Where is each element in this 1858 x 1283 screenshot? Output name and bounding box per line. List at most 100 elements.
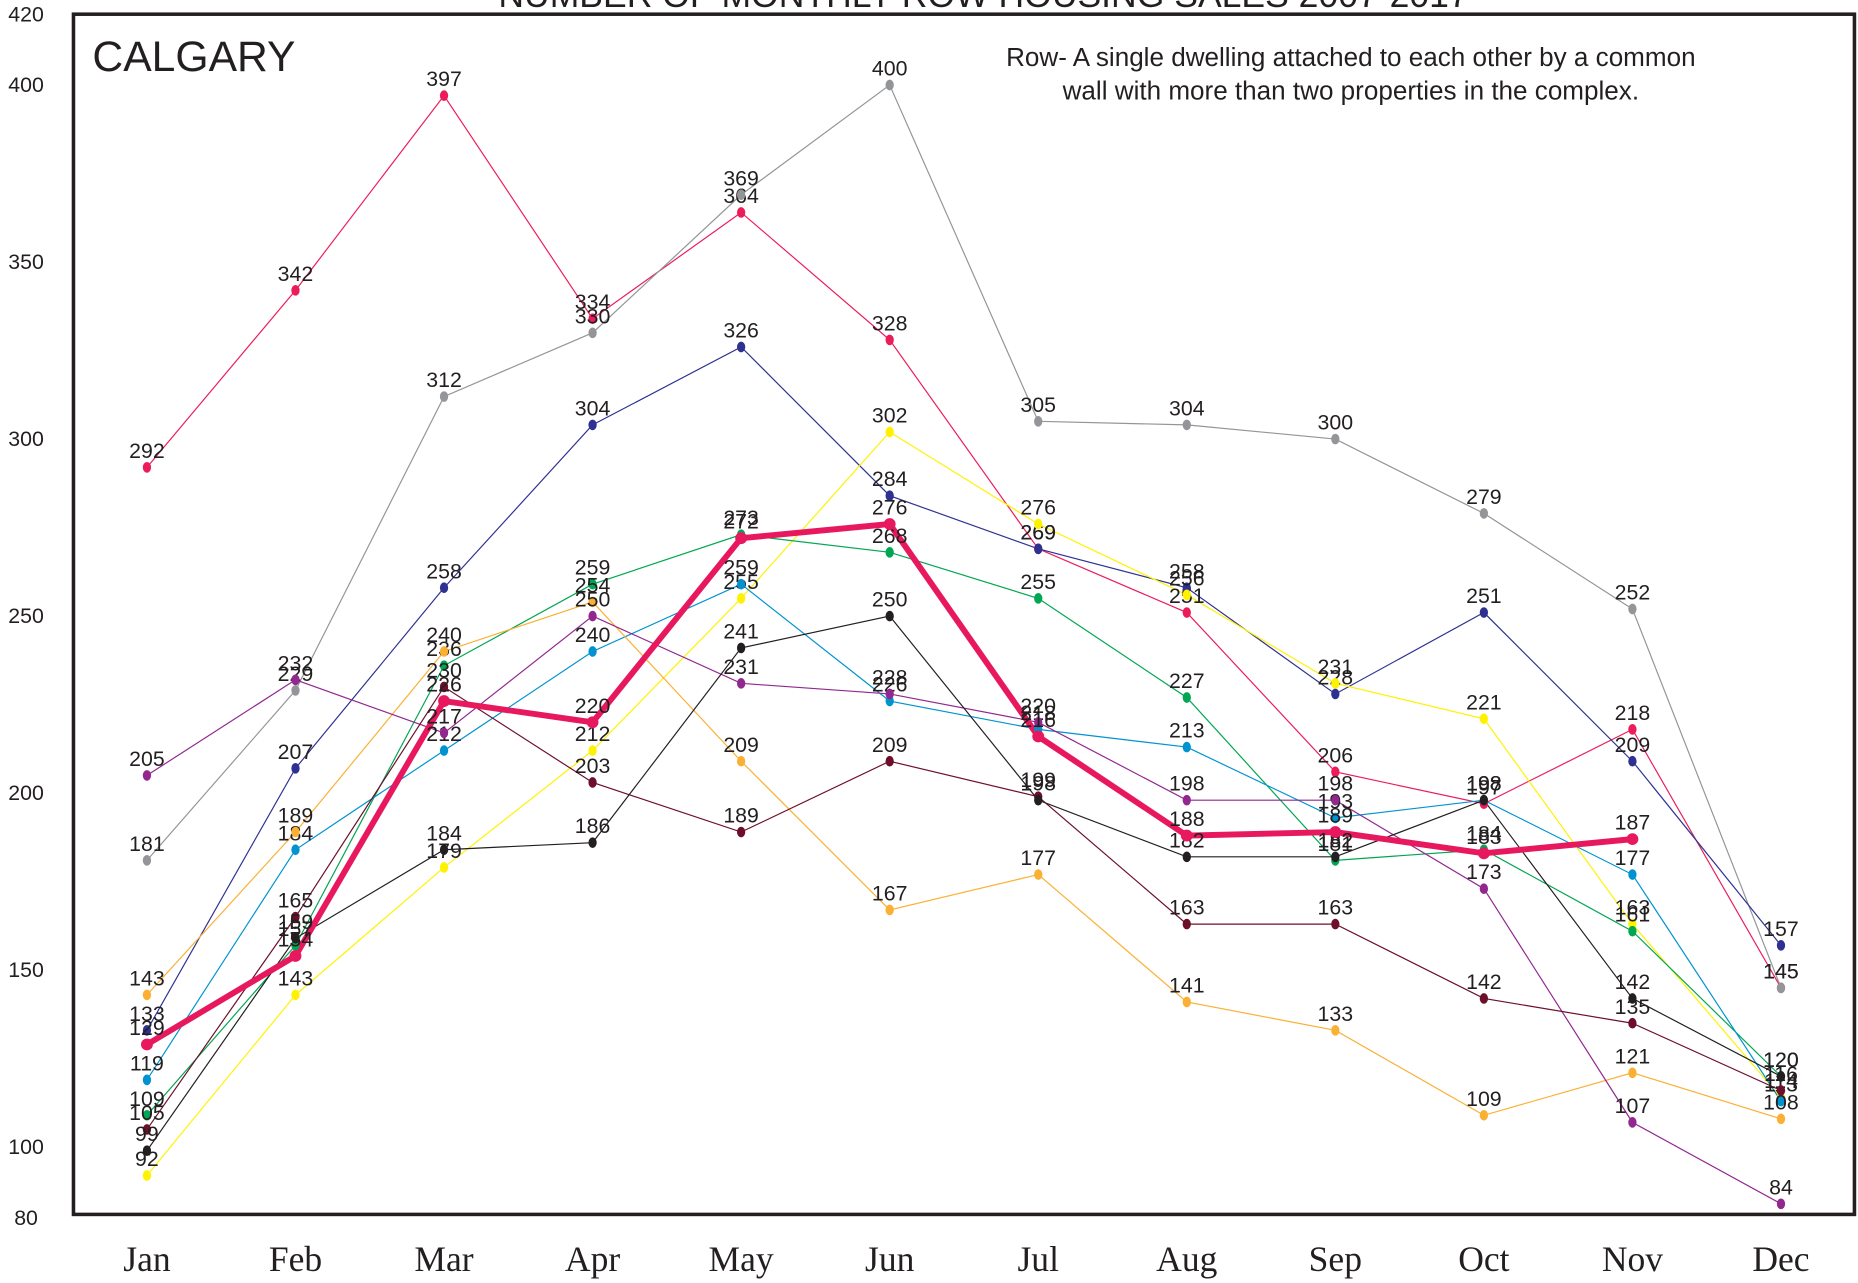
- data-label: 142: [1615, 970, 1651, 994]
- data-label: 198: [1466, 772, 1502, 796]
- data-point: [885, 904, 894, 916]
- data-label: 183: [1466, 825, 1502, 849]
- data-point: [736, 593, 746, 604]
- data-point: [1479, 993, 1489, 1004]
- data-label: 213: [1169, 719, 1205, 743]
- data-point: [1628, 869, 1637, 880]
- x-tick-label: Aug: [1156, 1239, 1217, 1279]
- data-point: [586, 716, 599, 729]
- y-tick-label: 100: [8, 1135, 44, 1159]
- data-label: 226: [872, 673, 908, 697]
- data-point: [1182, 607, 1191, 618]
- data-point: [1776, 1113, 1786, 1125]
- data-label: 254: [575, 573, 611, 597]
- data-point: [1034, 716, 1043, 728]
- series-line: [146, 615, 1782, 1152]
- data-point: [736, 678, 746, 689]
- data-label: 203: [575, 754, 611, 778]
- data-label: 133: [129, 1002, 165, 1026]
- x-tick-label: Nov: [1602, 1239, 1663, 1279]
- data-point: [142, 1074, 152, 1086]
- data-point: [1329, 826, 1342, 838]
- data-label: 231: [723, 655, 759, 679]
- data-point: [588, 777, 597, 788]
- data-label: 300: [1318, 411, 1354, 435]
- data-label: 216: [1020, 708, 1056, 732]
- data-point: [1034, 416, 1043, 427]
- data-point: [438, 695, 450, 707]
- data-point: [588, 745, 597, 756]
- data-point: [736, 578, 746, 590]
- data-point: [142, 770, 152, 781]
- data-point: [1331, 1024, 1340, 1036]
- data-label: 268: [872, 524, 908, 548]
- data-point: [1628, 755, 1637, 767]
- data-point: [588, 596, 597, 608]
- y-tick-label: 80: [14, 1206, 38, 1230]
- data-label: 369: [723, 166, 759, 190]
- x-tick-label: Dec: [1752, 1239, 1809, 1279]
- x-tick-label: Mar: [414, 1239, 473, 1279]
- data-label: 334: [575, 290, 611, 314]
- data-label: 99: [135, 1122, 159, 1146]
- data-label: 229: [278, 662, 314, 686]
- data-label: 143: [278, 966, 314, 990]
- plot-frame: [71, 12, 1857, 1217]
- series-line: [146, 346, 1782, 1031]
- data-label: 227: [1169, 669, 1205, 693]
- data-point: [1628, 724, 1637, 735]
- data-label: 135: [1615, 995, 1651, 1019]
- data-point: [1331, 812, 1340, 824]
- data-point: [588, 578, 597, 590]
- x-tick-label: Jun: [865, 1239, 915, 1279]
- data-label: 161: [1615, 903, 1651, 927]
- y-tick-label: 420: [8, 2, 44, 26]
- data-label: 133: [1318, 1002, 1354, 1026]
- data-label: 400: [872, 57, 908, 81]
- data-point: [1628, 1067, 1637, 1079]
- data-point: [1626, 833, 1639, 846]
- data-label: 182: [1318, 828, 1354, 852]
- x-tick-label: Apr: [565, 1239, 620, 1279]
- data-label: 120: [1763, 1048, 1799, 1072]
- data-label: 198: [1020, 772, 1056, 796]
- data-point: [736, 755, 746, 767]
- data-label: 209: [1615, 733, 1651, 757]
- data-point: [1182, 918, 1191, 930]
- data-point: [142, 462, 152, 473]
- data-label: 173: [1466, 860, 1502, 884]
- data-label: 232: [278, 651, 314, 675]
- data-label: 255: [1020, 570, 1056, 594]
- x-tick-label: May: [709, 1239, 774, 1279]
- data-label: 177: [1020, 846, 1056, 870]
- data-label: 198: [1169, 772, 1205, 796]
- data-point: [142, 1024, 152, 1036]
- data-point: [141, 1038, 153, 1051]
- data-point: [885, 334, 894, 346]
- chart-title: NUMBER OF MONTHLY ROW HOUSING SALES 2007…: [498, 0, 1468, 15]
- data-label: 119: [130, 1051, 164, 1075]
- data-label: 218: [1615, 701, 1651, 725]
- data-point: [1776, 1071, 1786, 1082]
- data-point: [1479, 713, 1489, 725]
- data-point: [1628, 925, 1637, 937]
- data-label: 205: [129, 747, 165, 771]
- data-point: [1628, 993, 1637, 1004]
- data-point: [885, 755, 894, 767]
- data-point: [883, 518, 896, 530]
- data-point: [1479, 607, 1489, 618]
- data-point: [1479, 794, 1489, 806]
- data-label: 304: [575, 396, 611, 420]
- data-point: [142, 989, 152, 1001]
- data-label: 292: [129, 439, 165, 463]
- data-point: [142, 1170, 152, 1181]
- data-point: [1034, 543, 1043, 555]
- data-point: [1477, 847, 1490, 860]
- data-point: [1479, 508, 1489, 519]
- data-label: 84: [1769, 1175, 1793, 1199]
- data-point: [1331, 433, 1340, 445]
- data-label: 157: [278, 917, 314, 941]
- annotation: Row- A single dwelling attached to each …: [1006, 42, 1695, 72]
- data-label: 105: [129, 1101, 165, 1125]
- data-label: 186: [575, 814, 611, 838]
